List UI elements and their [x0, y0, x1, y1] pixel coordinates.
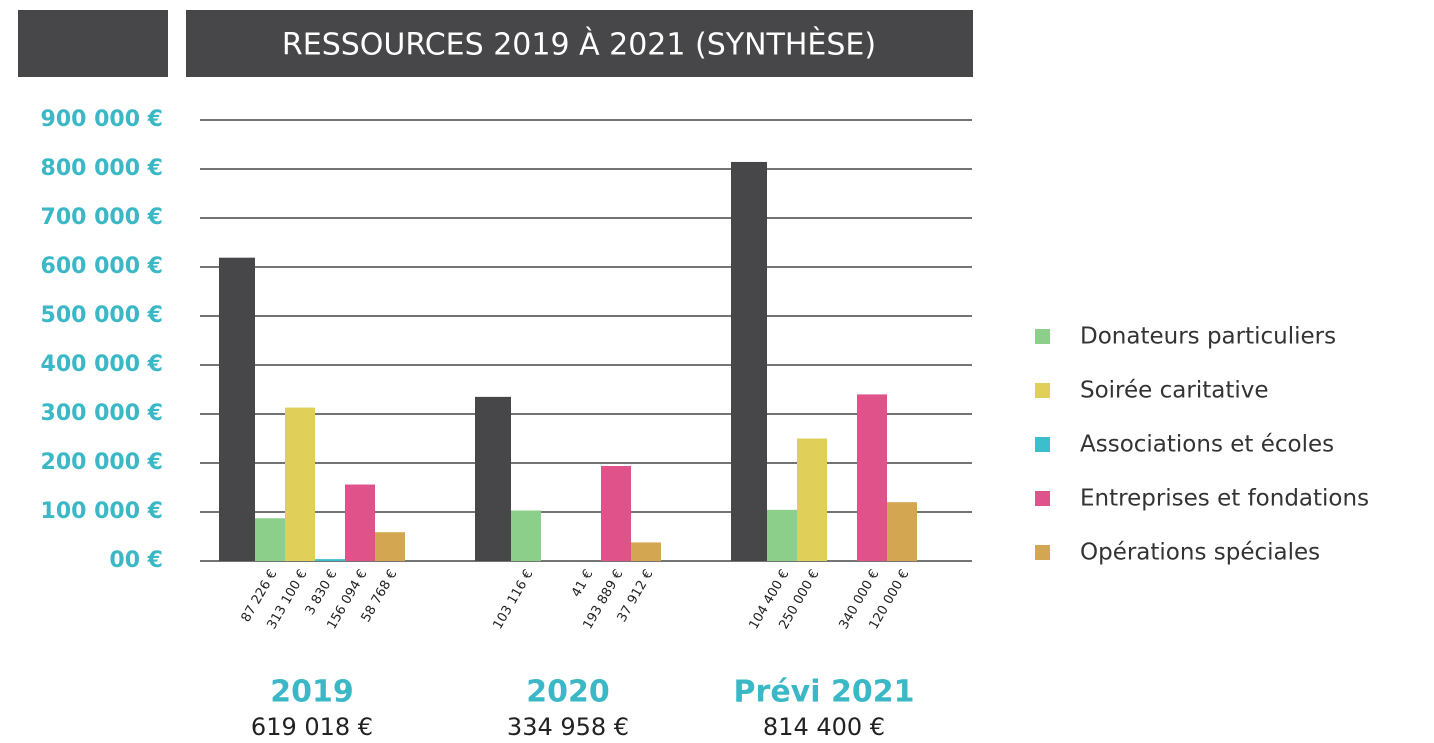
x-tick-label: Prévi 2021: [734, 675, 915, 710]
y-tick-label: 300 000 €: [41, 401, 163, 426]
legend-swatch: [1035, 545, 1050, 560]
bar: [601, 465, 631, 561]
legend-swatch: [1035, 383, 1050, 398]
legend-swatch: [1035, 437, 1050, 452]
y-tick-label: 100 000 €: [41, 499, 163, 524]
bar: [255, 518, 285, 561]
value-label: 103 116 €: [490, 567, 536, 632]
x-tick-label: 2019: [270, 675, 354, 710]
y-tick-label: 00 €: [109, 548, 163, 573]
bar: [375, 532, 405, 561]
legend-label: Entreprises et fondations: [1080, 486, 1369, 512]
y-tick-label: 700 000 €: [41, 205, 163, 230]
total-bar: [219, 257, 255, 561]
total-label: 334 958 €: [507, 713, 629, 741]
bar: [797, 438, 827, 561]
bar: [857, 394, 887, 561]
bar: [345, 484, 375, 561]
legend-swatch: [1035, 329, 1050, 344]
title-box: [186, 10, 973, 77]
bar: [767, 509, 797, 561]
total-label: 814 400 €: [763, 713, 885, 741]
legend-label: Opérations spéciales: [1080, 540, 1320, 566]
chart-title: RESSOURCES 2019 À 2021 (SYNTHÈSE): [282, 27, 876, 63]
y-tick-label: 200 000 €: [41, 450, 163, 475]
y-tick-label: 500 000 €: [41, 303, 163, 328]
legend-swatch: [1035, 491, 1050, 506]
bar: [887, 502, 917, 561]
legend-label: Associations et écoles: [1080, 432, 1334, 458]
total-label: 619 018 €: [251, 713, 373, 741]
bar: [285, 407, 315, 561]
y-tick-label: 900 000 €: [41, 107, 163, 132]
value-label: 41 €: [569, 567, 596, 600]
bar: [511, 510, 541, 561]
legend-label: Donateurs particuliers: [1080, 324, 1336, 350]
legend-label: Soirée caritative: [1080, 378, 1269, 404]
header-block: [18, 10, 168, 77]
y-tick-label: 600 000 €: [41, 254, 163, 279]
bar: [315, 559, 345, 561]
y-tick-label: 400 000 €: [41, 352, 163, 377]
bar: [631, 542, 661, 561]
total-bar: [731, 161, 767, 561]
x-tick-label: 2020: [526, 675, 610, 710]
total-bar: [475, 396, 511, 561]
y-tick-label: 800 000 €: [41, 156, 163, 181]
